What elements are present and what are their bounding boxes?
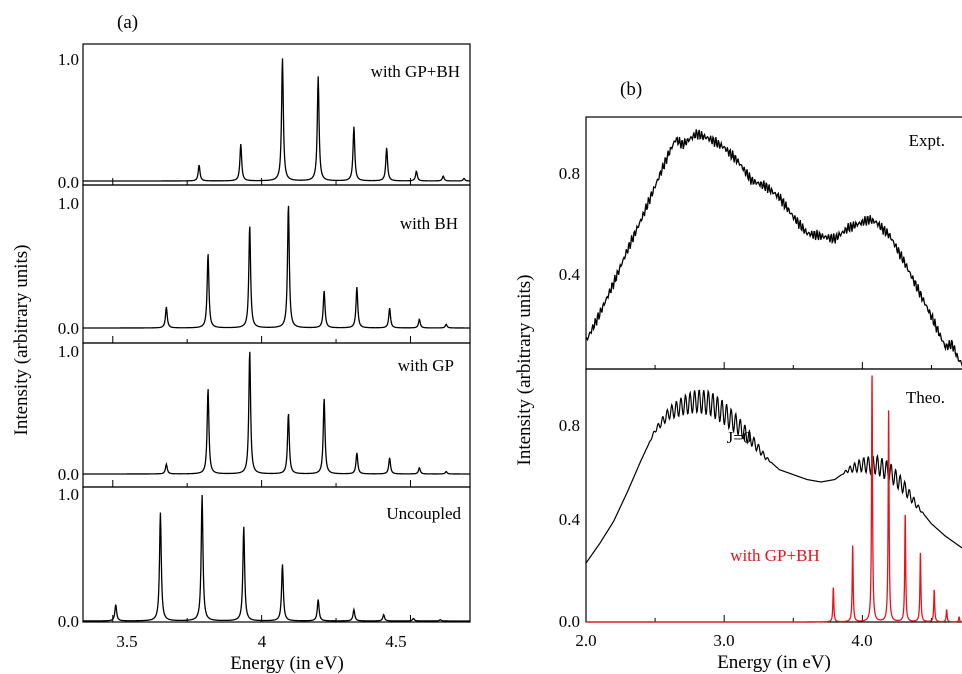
panel-b-marks: [585, 129, 962, 623]
b-xtick-3.0: 3.0: [713, 631, 734, 650]
b-xtick-2.0: 2.0: [575, 631, 596, 650]
panel-a-ylabel: Intensity (arbitrary units): [11, 244, 32, 435]
b-upper-ytick-0.4: 0.4: [559, 265, 581, 284]
a3-ytick-top: 1.0: [58, 342, 79, 361]
panel-b: (b) Intensity (arbitrary units) Energy (…: [514, 79, 962, 673]
a2-spectrum-line: [83, 205, 470, 329]
panel-a: (a) Intensity (arbitrary units) Energy (…: [11, 12, 471, 674]
panel-b-xlabel: Energy (in eV): [717, 652, 831, 673]
b-red-spectrum-line: [807, 375, 962, 623]
b-red-annotation: with GP+BH: [730, 546, 819, 565]
b-xtick-4.0: 4.0: [851, 631, 872, 650]
a3-annotation: with GP: [398, 356, 454, 375]
a1-spectrum-line: [83, 58, 471, 182]
b-upper-annotation: Expt.: [909, 131, 945, 150]
panel-a-label: (a): [117, 12, 138, 33]
a4-ytick-bottom: 0.0: [58, 612, 79, 631]
b-lower-ytick-0.8: 0.8: [559, 416, 580, 435]
a4-annotation: Uncoupled: [386, 504, 461, 523]
a2-ytick-bottom: 0.0: [58, 319, 79, 338]
a4-spectrum-line: [83, 494, 470, 622]
b-upper-expt-line: [585, 129, 962, 367]
a1-ytick-bottom: 0.0: [58, 173, 79, 192]
subplot-a4-frame: [82, 486, 471, 623]
panel-b-label: (b): [620, 79, 642, 100]
a-xtick-4: 4: [258, 632, 267, 651]
panel-b-ylabel: Intensity (arbitrary units): [514, 274, 535, 465]
a-xtick-4.5: 4.5: [385, 632, 406, 651]
a-xtick-3.5: 3.5: [116, 632, 137, 651]
panel-a-xlabel: Energy (in eV): [230, 653, 344, 674]
b-j0-annotation: J=0: [727, 428, 752, 447]
subplot-b-upper-frame: [585, 116, 962, 370]
b-lower-ytick-0.4: 0.4: [559, 510, 581, 529]
b-lower-ytick-0.0: 0.0: [559, 612, 580, 631]
b-lower-theo-line: [585, 389, 962, 564]
a3-ytick-bottom: 0.0: [58, 465, 79, 484]
a4-ytick-top: 1.0: [58, 485, 79, 504]
a2-ytick-top: 1.0: [58, 194, 79, 213]
a2-annotation: with BH: [400, 214, 458, 233]
subplot-a2-frame: [82, 184, 471, 344]
panel-a-marks: [83, 57, 471, 622]
a1-ytick-top: 1.0: [58, 50, 79, 69]
b-upper-ytick-0.8: 0.8: [559, 164, 580, 183]
a3-spectrum-line: [83, 351, 470, 475]
b-lower-annotation: Theo.: [906, 388, 945, 407]
a1-annotation: with GP+BH: [371, 62, 460, 81]
